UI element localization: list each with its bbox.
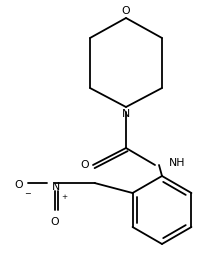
Text: O: O: [122, 6, 130, 16]
Text: O: O: [14, 180, 23, 190]
Text: NH: NH: [169, 158, 185, 168]
Text: N: N: [122, 109, 130, 119]
Text: O: O: [50, 217, 59, 227]
Text: −: −: [24, 190, 31, 198]
Text: +: +: [62, 194, 68, 200]
Text: O: O: [81, 160, 89, 170]
Text: N: N: [52, 182, 60, 192]
